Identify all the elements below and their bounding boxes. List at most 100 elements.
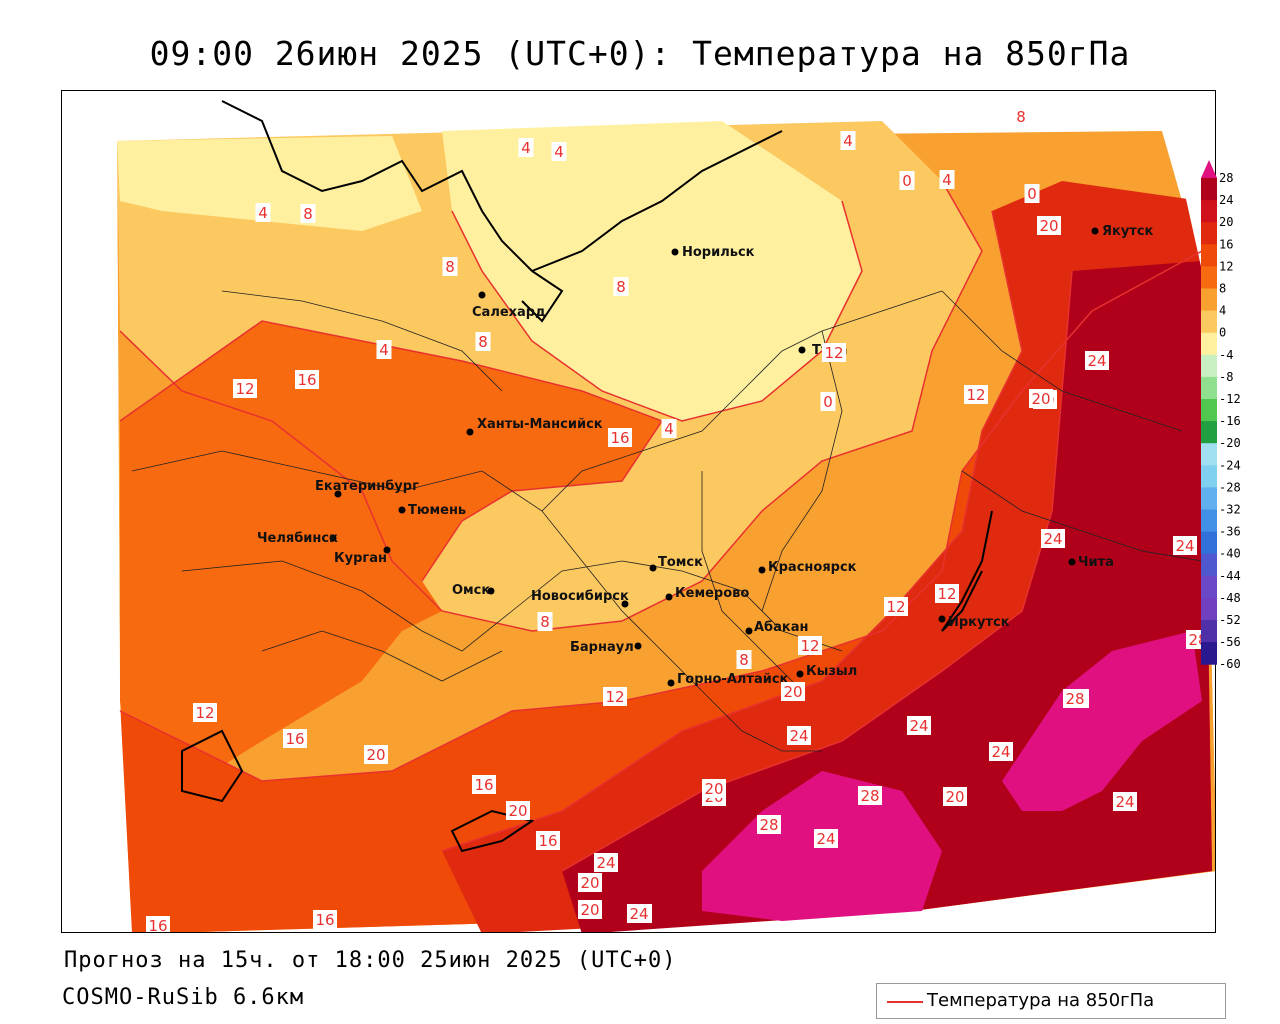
contour-label: 24 bbox=[989, 742, 1013, 761]
svg-text:12: 12 bbox=[886, 598, 905, 616]
contour-label: 8 bbox=[1013, 107, 1029, 126]
colorbar-cell bbox=[1201, 310, 1217, 334]
contour-label: 12 bbox=[798, 636, 822, 655]
contour-label: 0 bbox=[820, 392, 836, 411]
svg-text:0: 0 bbox=[823, 393, 833, 411]
forecast-info: Прогноз на 15ч. от 18:00 25июн 2025 (UTC… bbox=[64, 948, 677, 973]
svg-text:Кемерово: Кемерово bbox=[675, 586, 749, 601]
colorbar-tick-label: 0 bbox=[1219, 326, 1226, 340]
svg-text:4: 4 bbox=[664, 420, 674, 438]
contour-label: 8 bbox=[475, 332, 491, 351]
contour-label: 4 bbox=[840, 131, 856, 150]
colorbar-tick-label: -4 bbox=[1219, 348, 1233, 362]
model-name: COSMO-RuSib 6.6км bbox=[62, 985, 305, 1010]
temperature-field-0-4-north bbox=[117, 136, 422, 231]
svg-text:12: 12 bbox=[824, 344, 843, 362]
contour-label: 28 bbox=[757, 815, 781, 834]
contour-label: 24 bbox=[594, 853, 618, 872]
colorbar-tick-label: 12 bbox=[1219, 259, 1233, 273]
svg-text:20: 20 bbox=[783, 683, 802, 701]
colorbar-tick-label: 16 bbox=[1219, 237, 1233, 251]
contour-label: 4 bbox=[939, 170, 955, 189]
svg-text:24: 24 bbox=[1087, 352, 1106, 370]
contour-label: 24 bbox=[787, 726, 811, 745]
svg-text:8: 8 bbox=[739, 651, 749, 669]
colorbar-tick-label: -20 bbox=[1219, 436, 1241, 450]
contour-label: 4 bbox=[518, 138, 534, 157]
svg-text:16: 16 bbox=[148, 917, 167, 933]
svg-text:Ханты-Мансийск: Ханты-Мансийск bbox=[477, 417, 603, 432]
colorbar-cell bbox=[1201, 222, 1217, 245]
contour-label: 12 bbox=[603, 687, 627, 706]
colorbar-tick-label: 24 bbox=[1219, 193, 1233, 207]
colorbar-tick-label: 4 bbox=[1219, 304, 1226, 318]
svg-text:Абакан: Абакан bbox=[754, 620, 809, 635]
svg-text:Якутск: Якутск bbox=[1102, 224, 1154, 239]
contour-label: 16 bbox=[283, 729, 307, 748]
colorbar-cell bbox=[1201, 376, 1217, 400]
temperature-field-12-16-west bbox=[120, 321, 662, 821]
contour-label: 20 bbox=[943, 787, 967, 806]
svg-text:Чита: Чита bbox=[1078, 555, 1114, 570]
svg-text:4: 4 bbox=[521, 139, 531, 157]
svg-text:16: 16 bbox=[610, 429, 629, 447]
contour-label: 12 bbox=[935, 584, 959, 603]
contour-label: 24 bbox=[1173, 536, 1197, 555]
svg-text:0: 0 bbox=[902, 172, 912, 190]
city-novosibirsk: Новосибирск bbox=[531, 589, 629, 608]
svg-text:20: 20 bbox=[508, 802, 527, 820]
contour-label: 16 bbox=[313, 910, 337, 929]
svg-text:24: 24 bbox=[1175, 537, 1194, 555]
svg-text:Екатеринбург: Екатеринбург bbox=[315, 479, 419, 494]
svg-text:Красноярск: Красноярск bbox=[768, 560, 857, 575]
contour-label: 4 bbox=[376, 340, 392, 359]
contour-label: 12 bbox=[884, 597, 908, 616]
contour-label: 4 bbox=[661, 419, 677, 438]
svg-text:4: 4 bbox=[843, 132, 853, 150]
svg-text:Новосибирск: Новосибирск bbox=[531, 589, 629, 604]
svg-text:Омск: Омск bbox=[452, 583, 490, 598]
contour-label: 0 bbox=[899, 171, 915, 190]
contour-label: 8 bbox=[736, 650, 752, 669]
contour-label: 8 bbox=[300, 204, 316, 223]
city-krasnoyarsk: Красноярск bbox=[758, 560, 857, 575]
colorbar-tick-label: -32 bbox=[1219, 503, 1241, 517]
city-omsk: Омск bbox=[452, 583, 495, 598]
svg-text:24: 24 bbox=[596, 854, 615, 872]
contour-label: 16 bbox=[472, 775, 496, 794]
contour-label: 24 bbox=[627, 904, 651, 923]
city-tyumen: Тюмень bbox=[398, 503, 466, 518]
svg-text:Барнаул: Барнаул bbox=[570, 640, 634, 655]
colorbar-tick-label: -44 bbox=[1219, 569, 1241, 583]
svg-text:24: 24 bbox=[789, 727, 808, 745]
colorbar-tick-label: 28 bbox=[1219, 171, 1233, 185]
colorbar-cell bbox=[1201, 266, 1217, 289]
colorbar-tick-label: -16 bbox=[1219, 414, 1241, 428]
contour-label: 12 bbox=[964, 385, 988, 404]
contour-label: 20 bbox=[364, 745, 388, 764]
svg-text:8: 8 bbox=[303, 205, 313, 223]
svg-text:16: 16 bbox=[285, 730, 304, 748]
map-canvas: Норильск Якутск Салехард Тура Ханты-Манс… bbox=[62, 91, 1215, 933]
city-kurgan: Курган bbox=[334, 546, 391, 566]
colorbar-cell bbox=[1201, 620, 1217, 643]
svg-text:20: 20 bbox=[1039, 217, 1058, 235]
svg-text:8: 8 bbox=[616, 278, 626, 296]
city-kemerovo: Кемерово bbox=[665, 586, 749, 601]
svg-text:24: 24 bbox=[1115, 793, 1134, 811]
svg-text:Горно-Алтайск: Горно-Алтайск bbox=[677, 672, 789, 687]
contour-label: 12 bbox=[233, 379, 257, 398]
colorbar-cell bbox=[1201, 244, 1217, 267]
outside-domain-east bbox=[921, 91, 1215, 932]
colorbar-tick-label: -12 bbox=[1219, 392, 1241, 406]
colorbar-cell bbox=[1201, 178, 1217, 201]
colorbar-cell bbox=[1201, 465, 1217, 488]
svg-text:12: 12 bbox=[800, 637, 819, 655]
svg-text:Курган: Курган bbox=[334, 551, 387, 566]
colorbar-cell bbox=[1201, 553, 1217, 577]
cities: Норильск Якутск Салехард Тура Ханты-Манс… bbox=[257, 224, 1154, 687]
colorbar-tick-label: 8 bbox=[1219, 282, 1226, 296]
svg-text:20: 20 bbox=[945, 788, 964, 806]
contour-label: 16 bbox=[608, 428, 632, 447]
city-kyzyl: Кызыл bbox=[796, 664, 857, 679]
